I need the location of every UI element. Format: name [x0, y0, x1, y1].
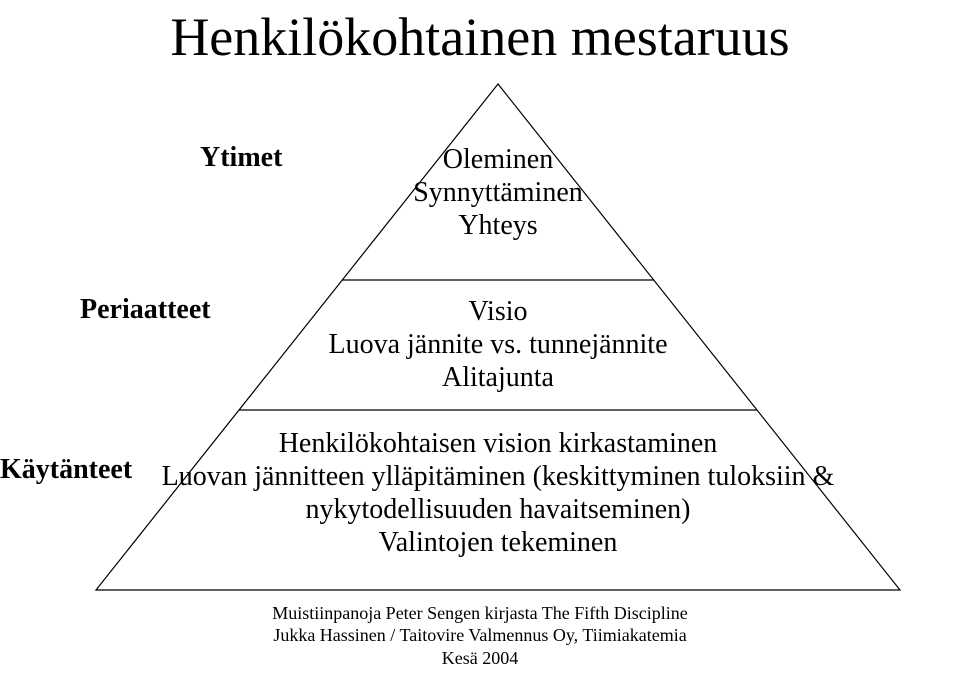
tier1-line1: Oleminen: [338, 143, 658, 176]
side-label-kaytanteet: Käytänteet: [0, 455, 160, 484]
tier3-line1: Henkilökohtaisen vision kirkastaminen: [138, 427, 858, 460]
footer-line3: Kesä 2004: [0, 647, 960, 670]
footer-line2: Jukka Hassinen / Taitovire Valmennus Oy,…: [0, 624, 960, 647]
side-label-periaatteet: Periaatteet: [80, 295, 250, 324]
tier2-line3: Alitajunta: [258, 361, 738, 394]
tier3-line2: Luovan jännitteen ylläpitäminen (keskitt…: [138, 460, 858, 493]
tier3-line3: nykytodellisuuden havaitseminen): [138, 493, 858, 526]
tier1-line3: Yhteys: [338, 209, 658, 242]
tier3-block: Henkilökohtaisen vision kirkastaminen Lu…: [138, 427, 858, 559]
side-label-ytimet: Ytimet: [200, 143, 310, 172]
tier3-line4: Valintojen tekeminen: [138, 526, 858, 559]
tier2-line1: Visio: [258, 295, 738, 328]
diagram-stage: Henkilökohtainen mestaruus Ytimet Periaa…: [0, 0, 960, 677]
tier2-block: Visio Luova jännite vs. tunnejännite Ali…: [258, 295, 738, 394]
footer-block: Muistiinpanoja Peter Sengen kirjasta The…: [0, 602, 960, 670]
tier1-line2: Synnyttäminen: [338, 176, 658, 209]
footer-line1: Muistiinpanoja Peter Sengen kirjasta The…: [0, 602, 960, 625]
tier2-line2: Luova jännite vs. tunnejännite: [258, 328, 738, 361]
tier1-block: Oleminen Synnyttäminen Yhteys: [338, 143, 658, 242]
